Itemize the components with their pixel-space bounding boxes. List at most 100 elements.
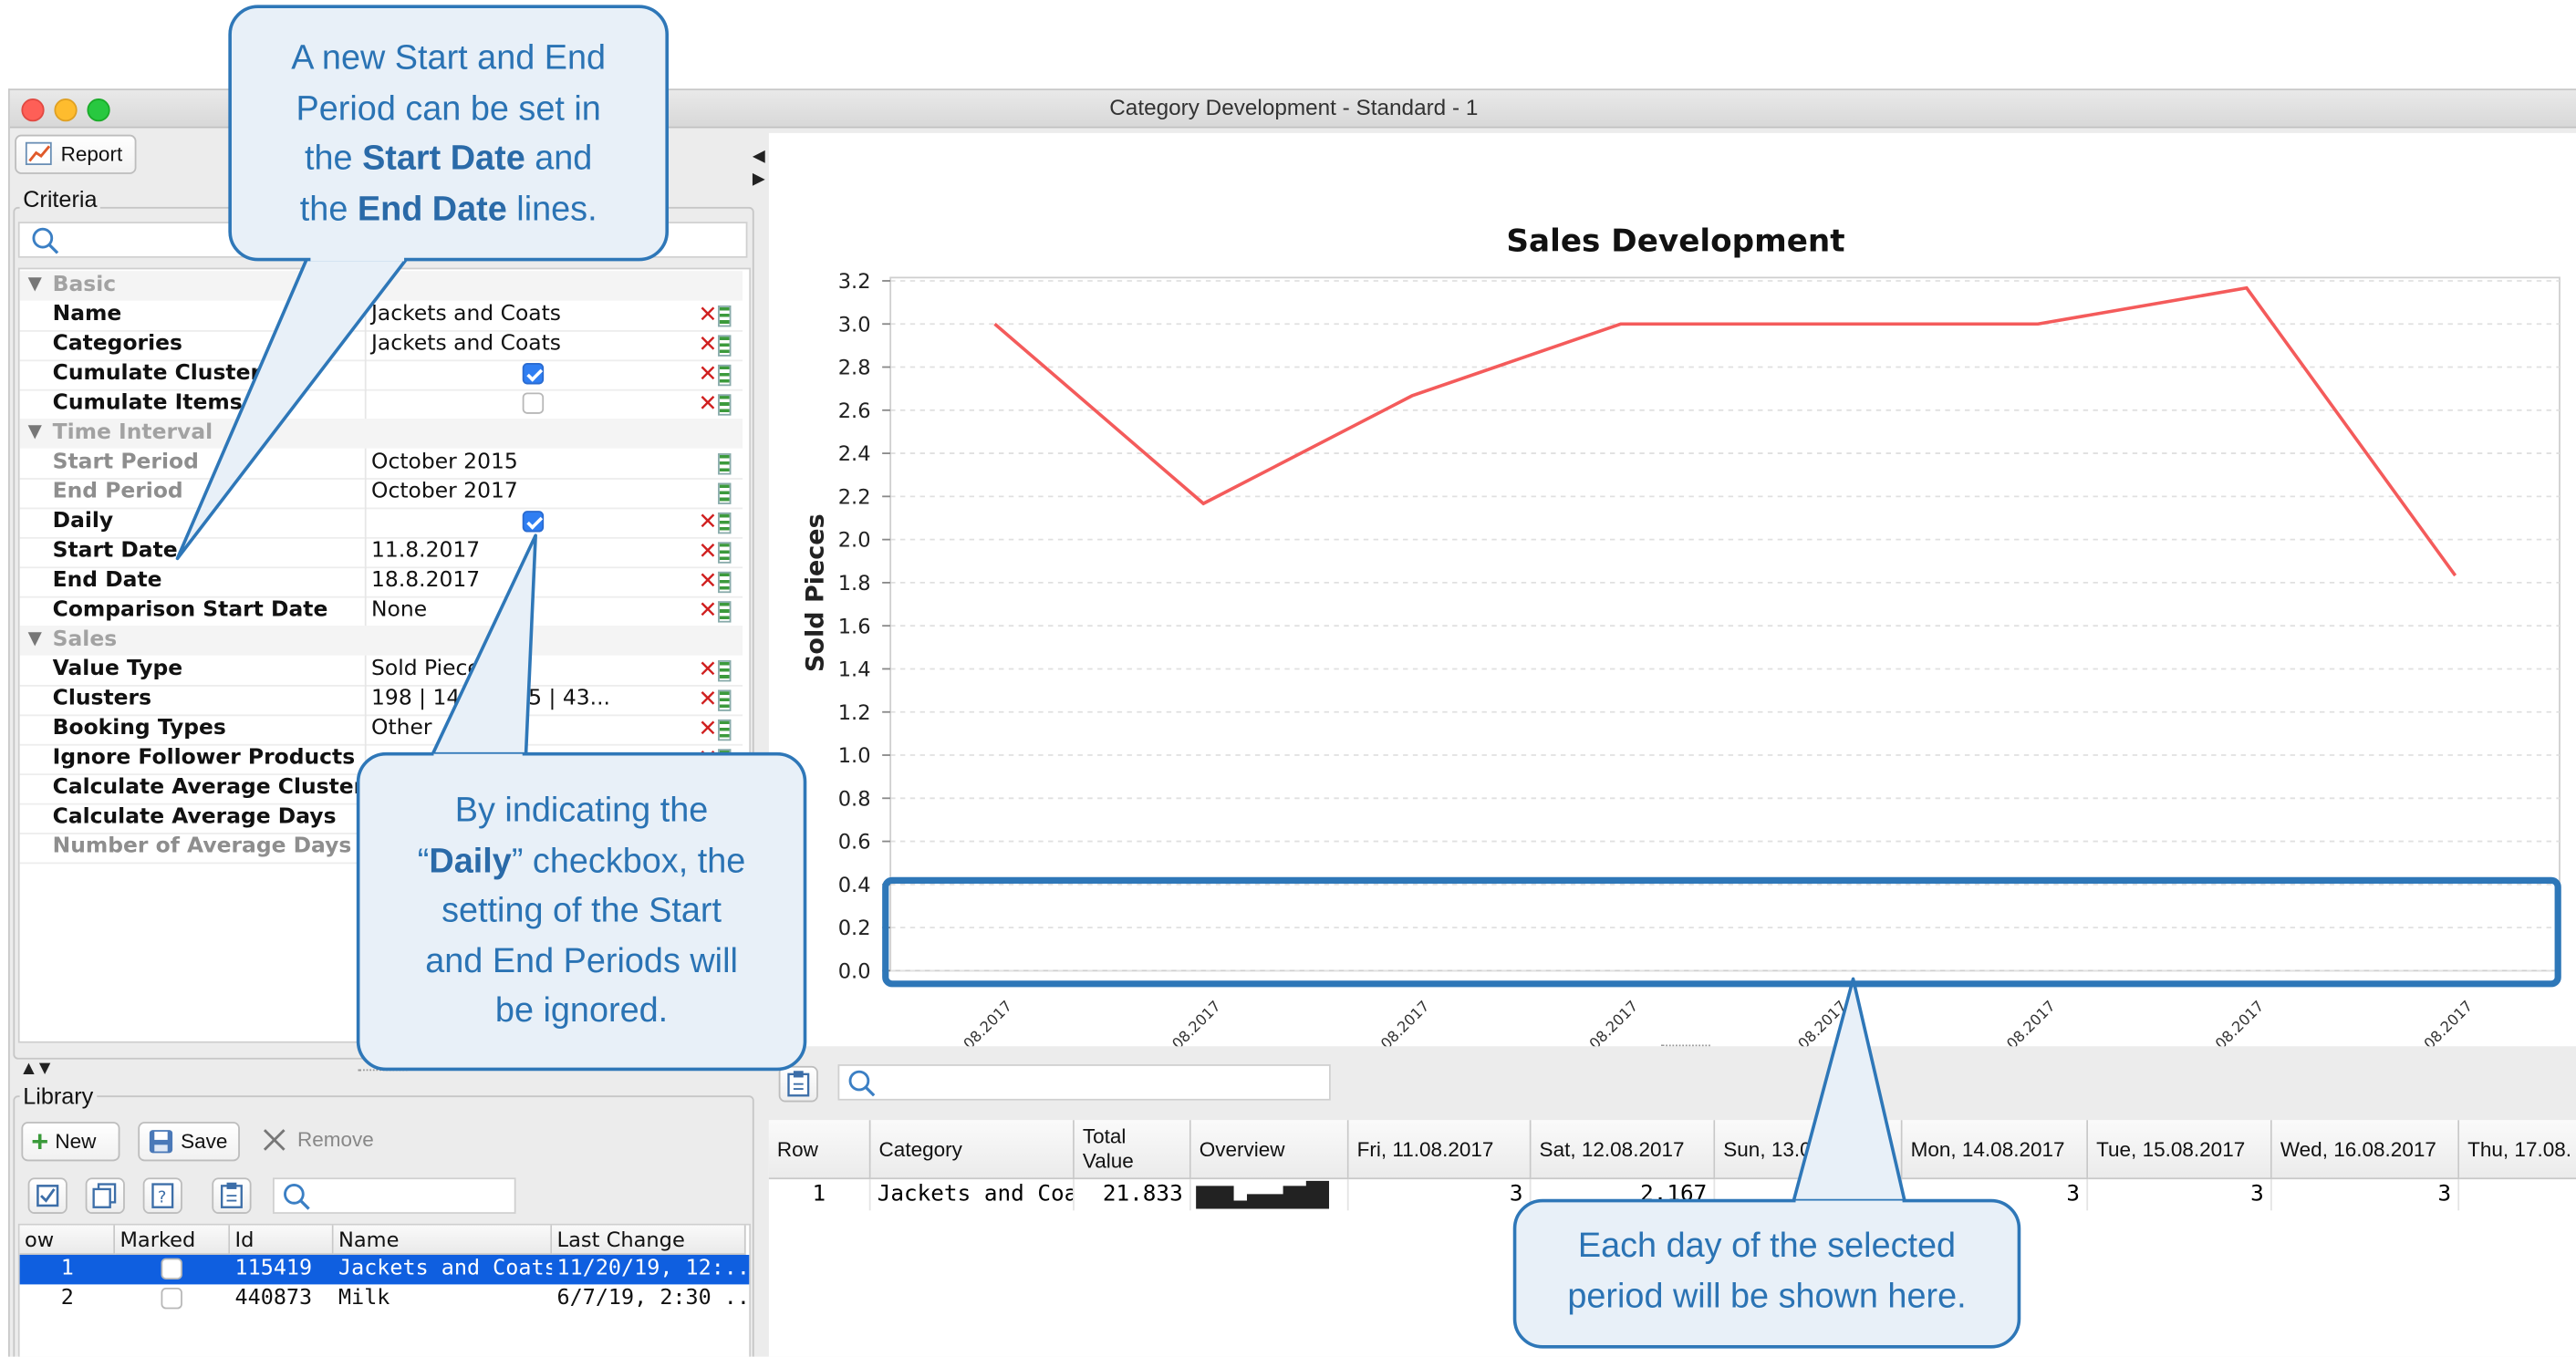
- criteria-section-sales[interactable]: ▼ Sales: [19, 626, 743, 656]
- remove-value-icon[interactable]: ✕: [698, 331, 718, 358]
- results-column-header[interactable]: Mon, 14.08.2017: [1902, 1120, 2089, 1180]
- results-column-header[interactable]: Category: [870, 1120, 1075, 1180]
- library-column-header[interactable]: ow: [19, 1225, 116, 1255]
- criteria-row-name[interactable]: Name Jackets and Coats ✕: [19, 300, 743, 332]
- library-table: ow Marked Id Name Last Change 1 115419 Jackets …: [17, 1223, 752, 1357]
- svg-text:?: ?: [158, 1187, 167, 1207]
- expand-triangle-icon[interactable]: ▼: [27, 627, 42, 649]
- criteria-row-categories[interactable]: Categories Jackets and Coats ✕: [19, 330, 743, 362]
- library-column-header[interactable]: Marked: [115, 1225, 231, 1255]
- results-column-header[interactable]: Thu, 17.08.: [2459, 1120, 2576, 1180]
- edit-value-icon[interactable]: [718, 542, 732, 564]
- expand-triangle-icon[interactable]: ▼: [27, 272, 42, 295]
- results-column-header[interactable]: Wed, 16.08.2017: [2271, 1120, 2460, 1180]
- marked-checkbox[interactable]: [161, 1287, 182, 1310]
- column-divider: [364, 655, 367, 686]
- copy-button[interactable]: [85, 1177, 125, 1214]
- edit-value-icon[interactable]: [718, 719, 732, 741]
- y-tick-label: 2.8: [838, 357, 871, 380]
- criteria-row-daily[interactable]: Daily ✕: [19, 507, 743, 539]
- criteria-section-time-interval[interactable]: ▼ Time Interval: [19, 419, 743, 449]
- edit-value-icon[interactable]: [718, 453, 732, 475]
- criteria-row-booking-types[interactable]: Booking Types Other ✕: [19, 714, 743, 746]
- splitter-arrows[interactable]: ◀ ▶: [752, 148, 765, 190]
- property-value[interactable]: Jackets and Coats: [371, 331, 562, 357]
- remove-value-icon[interactable]: ✕: [698, 302, 718, 329]
- edit-value-icon[interactable]: [718, 482, 732, 504]
- help-button[interactable]: ?: [142, 1177, 182, 1214]
- criteria-row-cumulate-clusters[interactable]: Cumulate Clusters ✕: [19, 359, 743, 391]
- edit-value-icon[interactable]: [718, 364, 732, 387]
- library-row[interactable]: 2 440873 Milk 6/7/19, 2:30 ...: [20, 1284, 750, 1313]
- library-column-header[interactable]: Last Change: [552, 1225, 746, 1255]
- remove-value-icon[interactable]: ✕: [698, 597, 718, 625]
- remove-value-icon[interactable]: ✕: [698, 716, 718, 743]
- library-search-input[interactable]: [272, 1177, 516, 1214]
- property-checkbox[interactable]: [522, 392, 545, 414]
- property-value[interactable]: October 2015: [371, 450, 518, 475]
- property-name: Start Period: [52, 450, 199, 475]
- column-divider: [364, 685, 367, 715]
- results-clipboard-button[interactable]: [778, 1065, 818, 1103]
- remove-value-icon[interactable]: ✕: [698, 509, 718, 536]
- library-column-header[interactable]: Name: [333, 1225, 553, 1255]
- zoom-window-button[interactable]: [87, 98, 110, 122]
- results-column-header[interactable]: Tue, 15.08.2017: [2088, 1120, 2272, 1180]
- results-search-input[interactable]: [837, 1064, 1331, 1101]
- close-window-button[interactable]: [21, 98, 45, 122]
- expand-triangle-icon[interactable]: ▼: [27, 420, 42, 442]
- column-divider: [364, 359, 367, 389]
- edit-value-icon[interactable]: [718, 689, 732, 711]
- remove-value-icon[interactable]: ✕: [698, 568, 718, 595]
- property-checkbox[interactable]: [522, 363, 545, 385]
- remove-value-icon[interactable]: ✕: [698, 361, 718, 388]
- column-divider: [364, 478, 367, 508]
- library-save-button[interactable]: Save: [138, 1122, 240, 1162]
- chart-splitter-grip[interactable]: [1660, 1044, 1710, 1047]
- edit-value-icon[interactable]: [718, 394, 732, 416]
- criteria-row-end-period[interactable]: End Period October 2017: [19, 478, 743, 510]
- minimize-window-button[interactable]: [54, 98, 78, 122]
- property-value[interactable]: 18.8.2017: [371, 568, 481, 594]
- edit-value-icon[interactable]: [718, 660, 732, 682]
- property-name: Start Date: [52, 538, 178, 564]
- property-value[interactable]: 11.8.2017: [371, 538, 481, 564]
- clipboard-button[interactable]: [212, 1177, 252, 1214]
- edit-value-icon[interactable]: [718, 335, 732, 357]
- results-column-header[interactable]: Overview: [1190, 1120, 1349, 1180]
- remove-value-icon[interactable]: ✕: [698, 657, 718, 684]
- criteria-row-start-date[interactable]: Start Date 11.8.2017 ✕: [19, 536, 743, 569]
- library-column-header[interactable]: Id: [230, 1225, 334, 1255]
- library-remove-button[interactable]: Remove: [260, 1125, 374, 1155]
- report-button[interactable]: Report: [15, 134, 137, 174]
- new-label: New: [55, 1130, 97, 1154]
- callout-bold-text: End Date: [357, 190, 507, 228]
- property-name: Name: [52, 302, 122, 327]
- remove-value-icon[interactable]: ✕: [698, 686, 718, 713]
- property-value[interactable]: October 2017: [371, 479, 518, 504]
- column-divider: [364, 300, 367, 331]
- library-row[interactable]: 1 115419 Jackets and Coats 11/20/19, 12:...: [19, 1254, 750, 1285]
- property-value[interactable]: None: [371, 597, 428, 623]
- property-value[interactable]: Jackets and Coats: [371, 302, 562, 327]
- property-value[interactable]: Other: [371, 716, 432, 741]
- property-checkbox[interactable]: [522, 511, 545, 533]
- remove-value-icon[interactable]: ✕: [698, 390, 718, 418]
- property-name: Cumulate Clusters: [52, 361, 274, 387]
- results-column-header[interactable]: Row: [768, 1120, 871, 1180]
- mark-all-button[interactable]: [27, 1177, 68, 1214]
- criteria-row-end-date[interactable]: End Date 18.8.2017 ✕: [19, 566, 743, 598]
- results-column-header[interactable]: Sat, 12.08.2017: [1531, 1120, 1716, 1180]
- edit-value-icon[interactable]: [718, 512, 732, 534]
- edit-value-icon[interactable]: [718, 305, 732, 327]
- library-new-button[interactable]: + New: [21, 1122, 120, 1162]
- edit-value-icon[interactable]: [718, 571, 732, 594]
- results-column-header[interactable]: Fri, 11.08.2017: [1348, 1120, 1532, 1180]
- column-divider: [364, 596, 367, 627]
- results-column-header[interactable]: Total Value: [1074, 1120, 1191, 1180]
- edit-value-icon[interactable]: [718, 601, 732, 623]
- criteria-row-start-period[interactable]: Start Period October 2015: [19, 448, 743, 480]
- remove-value-icon[interactable]: ✕: [698, 538, 718, 565]
- library-splitter-arrows[interactable]: ▲ ▼: [23, 1061, 51, 1078]
- marked-checkbox[interactable]: [161, 1258, 182, 1279]
